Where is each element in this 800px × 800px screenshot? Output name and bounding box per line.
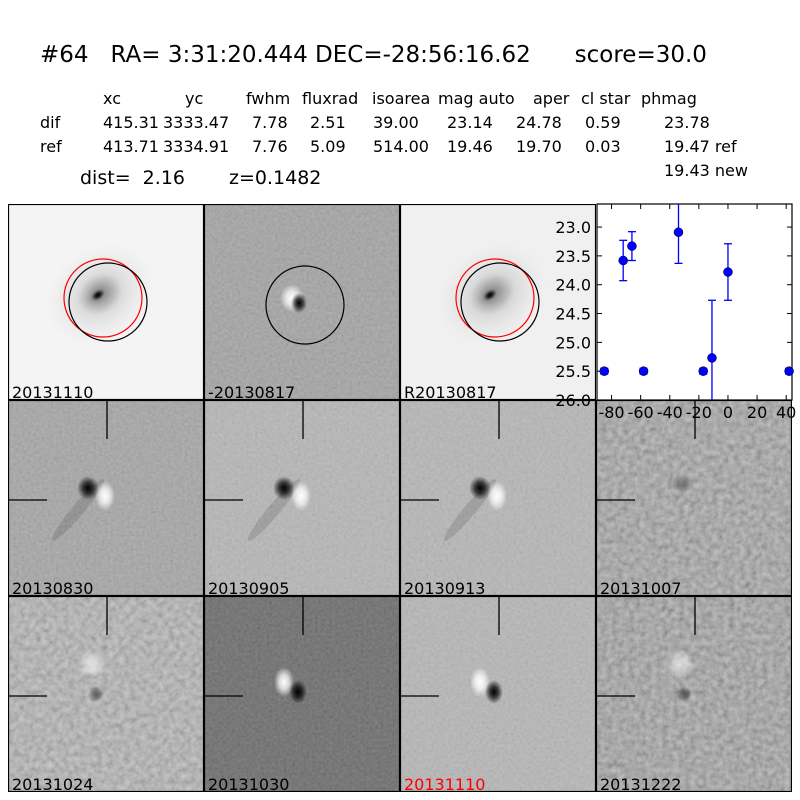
y-tick-label: 24.5 — [555, 305, 591, 324]
x-tick-label: -40 — [657, 403, 683, 422]
upper-limit-point — [599, 366, 610, 376]
cell-yc: 3334.91 — [163, 137, 230, 156]
x-tick-label: -60 — [628, 403, 654, 422]
y-tick-label: 24.0 — [555, 276, 591, 295]
col-phmag: phmag — [641, 89, 697, 108]
stamp-date-label: 20130913 — [404, 579, 486, 596]
stamp-date-label: R20130817 — [404, 383, 497, 400]
stamp-galaxy: 20131110 — [8, 204, 204, 400]
stamp-date-label: 20130830 — [12, 579, 94, 596]
cell-isoarea: 39.00 — [373, 113, 419, 132]
stamp-faint: 20131024 — [8, 596, 204, 792]
plot-area — [596, 203, 793, 401]
cell-isoarea: 514.00 — [373, 137, 429, 156]
new-mag: 19.43 new — [664, 161, 748, 180]
x-tick-label: -20 — [686, 403, 712, 422]
stamp-date-label: 20131222 — [600, 775, 682, 792]
col-clstar: cl star — [581, 89, 631, 108]
cell-fluxrad: 5.09 — [310, 137, 346, 156]
cell-aper: 19.70 — [516, 137, 562, 156]
ref-position-circle — [265, 265, 345, 345]
candidate-title: #64 RA= 3:31:20.444 DEC=-28:56:16.62 sco… — [40, 42, 707, 68]
stamp-faint: 20131222 — [596, 596, 792, 792]
col-xc: xc — [103, 89, 121, 108]
stamp-date-label: 20131030 — [208, 775, 290, 792]
data-point — [618, 255, 628, 266]
stamp-dipole: 20130905 — [204, 400, 400, 596]
stamp-template-diff: -20130817 — [204, 204, 400, 400]
new-position-circle — [455, 258, 535, 338]
cell-mag-auto: 23.14 — [447, 113, 493, 132]
col-isoarea: isoarea — [372, 89, 431, 108]
cell-xc: 413.71 — [103, 137, 159, 156]
col-fwhm: fwhm — [246, 89, 291, 108]
cell-fwhm: 7.76 — [252, 137, 288, 156]
x-tick-label: -80 — [598, 403, 624, 422]
stamp-galaxy: R20130817 — [400, 204, 596, 400]
cell-mag-auto: 19.46 — [447, 137, 493, 156]
stamp-date-label: 20130905 — [208, 579, 290, 596]
col-magauto: mag auto — [438, 89, 515, 108]
stamp-date-label: 20131024 — [12, 775, 94, 792]
y-tick-label: 23.5 — [555, 247, 591, 266]
data-point — [673, 227, 684, 237]
cell-fwhm: 7.78 — [252, 113, 288, 132]
new-position-circle — [63, 258, 143, 338]
upper-limit-point — [784, 366, 794, 376]
stamp-dipole-rev: 20131110 — [400, 596, 596, 792]
col-yc: yc — [185, 89, 204, 108]
redshift-value: z=0.1482 — [229, 167, 322, 189]
cell-fluxrad: 2.51 — [310, 113, 346, 132]
cell-phmag: 23.78 — [664, 113, 710, 132]
x-tick-label: 40 — [776, 403, 796, 422]
cell-xc: 415.31 — [103, 113, 159, 132]
cell-cl-star: 0.03 — [585, 137, 621, 156]
data-point — [627, 241, 637, 251]
x-tick-label: 0 — [723, 403, 733, 422]
stamp-date-label: 20131110 — [404, 775, 486, 792]
y-tick-label: 25.5 — [555, 362, 591, 381]
x-tick-label: 20 — [747, 403, 767, 422]
row-label: ref — [40, 137, 62, 156]
upper-limit-point — [698, 366, 708, 376]
col-aper: aper — [533, 89, 570, 108]
y-tick-label: 25.0 — [555, 333, 591, 352]
stamp-date-label: 20131007 — [600, 579, 682, 596]
data-point — [707, 353, 717, 363]
cell-yc: 3333.47 — [163, 113, 230, 132]
cell-cl-star: 0.59 — [585, 113, 621, 132]
ref-position-circle — [68, 262, 148, 342]
stamp-date-label: 20131110 — [12, 383, 94, 400]
dist-value: dist= 2.16 — [80, 167, 185, 189]
upper-limit-point — [638, 366, 649, 376]
stamp-dipole-rev: 20131030 — [204, 596, 400, 792]
y-tick-label: 23.0 — [555, 218, 591, 237]
stamp-dipole: 20130830 — [8, 400, 204, 596]
row-label: dif — [40, 113, 61, 132]
y-tick-label: 26.0 — [555, 391, 591, 410]
galaxy-core — [79, 279, 117, 311]
data-point — [723, 267, 733, 277]
stamp-noise: 20131007 — [596, 400, 792, 596]
galaxy-core — [471, 279, 509, 311]
cell-phmag: 19.47 ref — [664, 137, 737, 156]
stamp-date-label: -20130817 — [208, 383, 296, 400]
col-fluxrad: fluxrad — [302, 89, 359, 108]
ref-position-circle — [460, 262, 540, 342]
stamp-dipole: 20130913 — [400, 400, 596, 596]
cell-aper: 24.78 — [516, 113, 562, 132]
